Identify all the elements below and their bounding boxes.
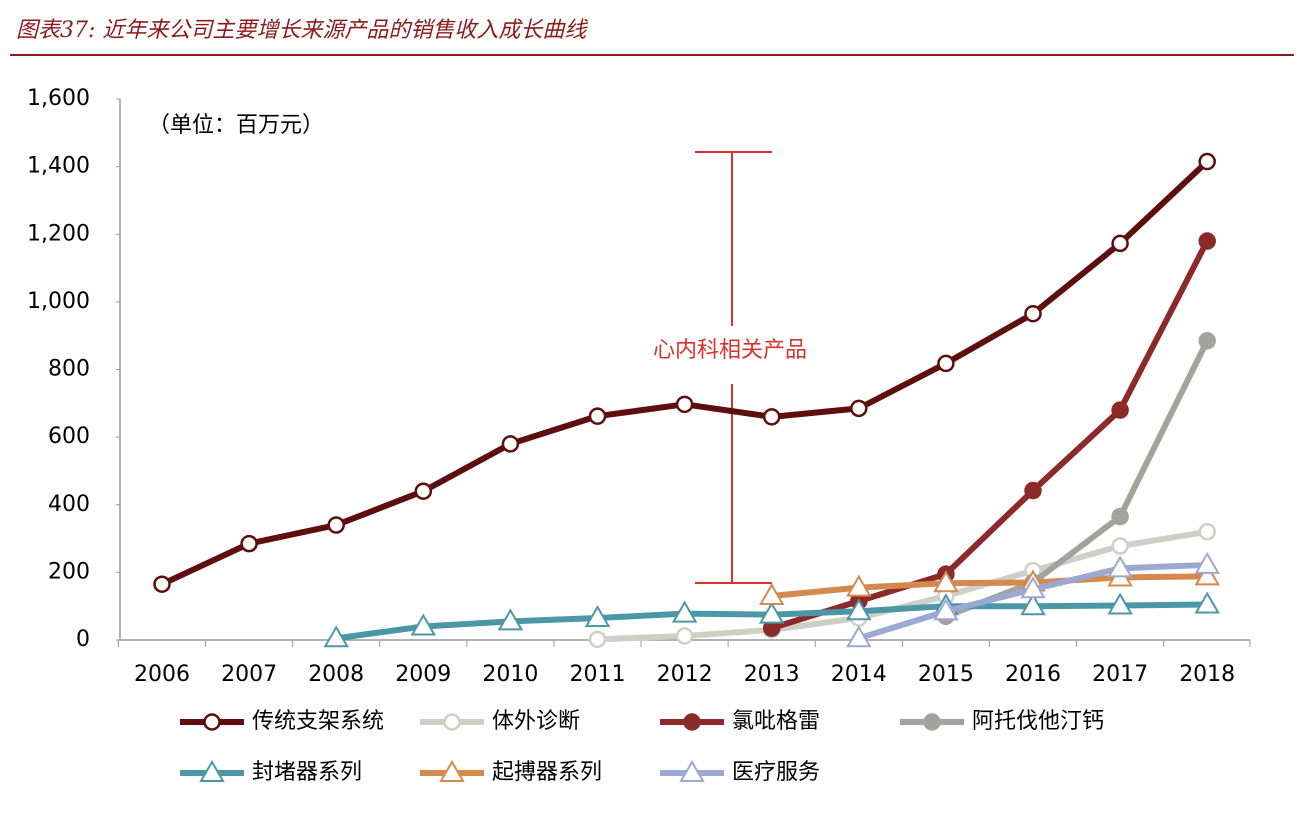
legend-marker xyxy=(923,713,941,731)
data-point xyxy=(933,570,959,593)
data-point xyxy=(675,395,694,414)
data-point xyxy=(846,598,872,621)
legend-label: 体外诊断 xyxy=(492,709,580,734)
data-point xyxy=(1107,592,1133,615)
bracket xyxy=(695,151,772,584)
y-tick-label: 800 xyxy=(48,357,90,382)
data-point xyxy=(410,613,437,636)
data-point xyxy=(671,600,698,623)
data-point xyxy=(1194,591,1220,614)
data-point xyxy=(501,435,520,453)
data-point xyxy=(327,516,345,534)
data-point xyxy=(1198,523,1216,541)
x-tick-label: 2016 xyxy=(1005,662,1061,687)
data-point xyxy=(762,408,781,426)
data-point xyxy=(1111,401,1129,419)
x-tick-label: 2008 xyxy=(308,662,364,687)
data-point xyxy=(240,534,258,553)
data-point xyxy=(933,598,959,621)
chart-title: 图表37: 近年来公司主要增长来源产品的销售收入成长曲线 xyxy=(16,18,588,43)
annotation: 心内科相关产品 xyxy=(653,338,807,363)
legend-label: 传统支架系统 xyxy=(252,709,384,734)
legend-marker xyxy=(199,760,225,782)
series-line xyxy=(771,573,1208,600)
x-tick-label: 2011 xyxy=(570,662,626,687)
data-point xyxy=(1111,234,1129,253)
data-point xyxy=(1020,576,1046,599)
x-tick-label: 2018 xyxy=(1179,662,1235,687)
data-point xyxy=(1111,507,1129,526)
data-point xyxy=(1194,563,1220,586)
data-point xyxy=(846,574,872,597)
x-tick-label: 2014 xyxy=(831,662,887,687)
x-tick-label: 2007 xyxy=(221,662,277,687)
legend-marker xyxy=(439,760,465,782)
x-tick-label: 2013 xyxy=(744,662,800,687)
legend-label: 封堵器系列 xyxy=(252,760,362,785)
y-tick-label: 0 xyxy=(76,627,90,652)
y-tick-label: 1,000 xyxy=(27,289,90,314)
y-tick-label: 1,400 xyxy=(27,154,90,179)
data-point xyxy=(937,354,955,373)
legend-marker xyxy=(203,713,221,731)
data-point xyxy=(1198,332,1216,350)
legend-marker xyxy=(683,713,701,731)
data-point xyxy=(850,399,868,418)
x-tick-label: 2006 xyxy=(134,662,190,687)
data-point xyxy=(588,407,607,425)
data-point xyxy=(1024,481,1042,500)
data-point xyxy=(1198,232,1216,250)
data-point xyxy=(1107,555,1133,578)
y-tick-label: 400 xyxy=(48,492,90,517)
data-point xyxy=(1020,593,1046,616)
legend-label: 起搏器系列 xyxy=(492,760,602,785)
x-tick-label: 2012 xyxy=(657,662,713,687)
series-line xyxy=(770,239,1210,632)
data-point xyxy=(323,625,349,648)
data-point xyxy=(414,482,433,500)
x-tick-label: 2009 xyxy=(395,662,451,687)
data-point xyxy=(588,630,607,649)
legend-label: 医疗服务 xyxy=(732,760,820,785)
series-line xyxy=(160,159,1210,587)
legend-label: 氯吡格雷 xyxy=(732,709,820,734)
y-tick-label: 1,200 xyxy=(27,221,90,246)
data-point xyxy=(846,625,872,648)
data-point xyxy=(1194,551,1220,574)
legend-marker xyxy=(679,760,705,782)
x-tick-label: 2017 xyxy=(1092,662,1148,687)
legend-marker xyxy=(443,713,461,731)
data-point xyxy=(758,583,785,606)
data-point xyxy=(1111,537,1129,555)
y-tick-label: 200 xyxy=(48,559,90,584)
unit-note: （单位：百万元） xyxy=(148,113,324,138)
y-tick-label: 600 xyxy=(48,424,90,449)
data-point xyxy=(675,627,694,645)
data-point xyxy=(497,608,524,631)
y-tick-label: 1,600 xyxy=(27,86,90,111)
data-point xyxy=(1198,152,1216,171)
x-tick-label: 2015 xyxy=(918,662,974,687)
data-point xyxy=(758,601,785,624)
data-point xyxy=(1024,304,1042,323)
data-point xyxy=(153,575,171,593)
legend-label: 阿托伐他汀钙 xyxy=(972,709,1104,734)
x-tick-label: 2010 xyxy=(482,662,538,687)
data-point xyxy=(584,605,611,628)
